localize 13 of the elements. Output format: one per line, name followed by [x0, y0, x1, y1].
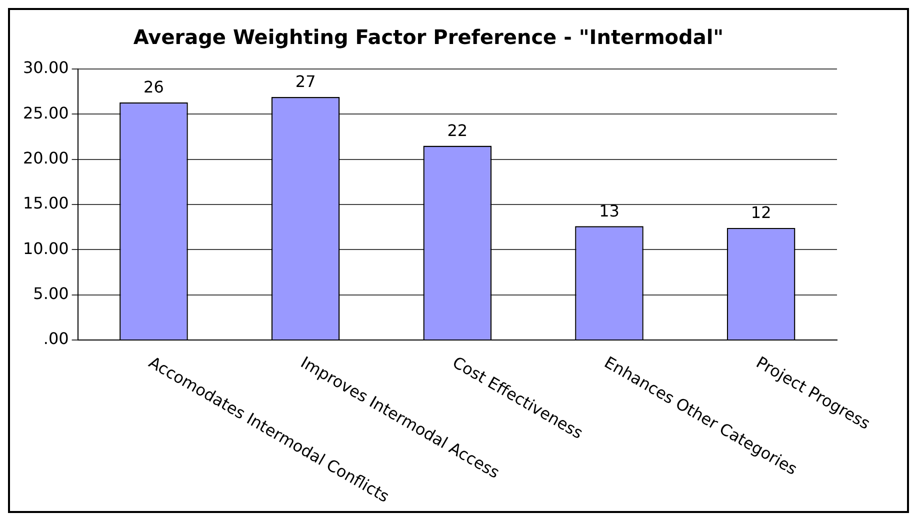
- y-tick-label: 30.00: [22, 58, 69, 78]
- y-tick-label: 20.00: [22, 148, 69, 168]
- data-label: 12: [750, 203, 772, 222]
- data-label: 13: [599, 201, 620, 220]
- y-tick-label: 5.00: [33, 284, 69, 303]
- y-tick-label: 15.00: [22, 194, 69, 213]
- data-label: 22: [447, 120, 468, 140]
- y-tick-label: 25.00: [22, 103, 69, 122]
- data-label: 27: [295, 72, 316, 92]
- chart-title: Average Weighting Factor Preference - "Intermodal": [133, 25, 724, 50]
- y-tick-label: .00: [43, 329, 69, 348]
- data-label: 26: [144, 78, 164, 97]
- y-tick-label: 10.00: [22, 238, 69, 258]
